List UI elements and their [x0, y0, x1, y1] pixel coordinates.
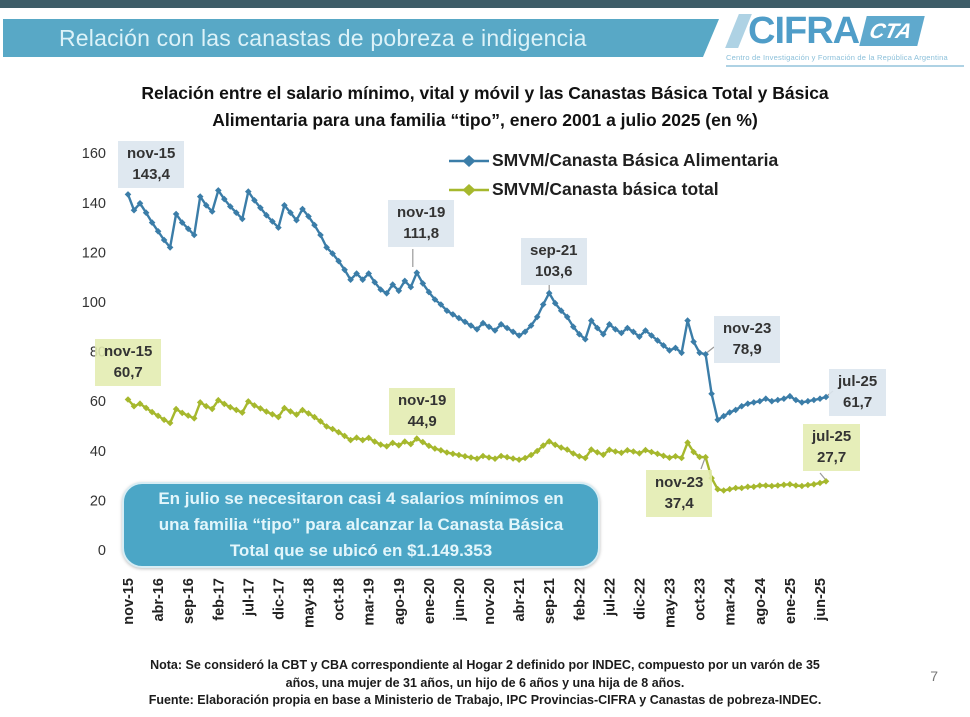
svg-text:dic-17: dic-17 [271, 578, 287, 620]
svg-text:sep-16: sep-16 [181, 578, 197, 624]
svg-text:mar-19: mar-19 [362, 578, 378, 626]
svg-text:ago-24: ago-24 [753, 578, 769, 625]
svg-text:jun-25: jun-25 [813, 578, 829, 622]
svg-text:feb-17: feb-17 [211, 578, 227, 621]
svg-text:120: 120 [82, 245, 106, 261]
annotation-cbt-nov19: nov-19 44,9 [389, 388, 456, 436]
top-border-strip [0, 0, 970, 8]
svg-text:ene-25: ene-25 [783, 578, 799, 624]
logo-caption: Centro de Investigación y Formación de l… [726, 53, 964, 67]
svg-text:sep-21: sep-21 [542, 578, 558, 624]
svg-text:jul-22: jul-22 [602, 578, 618, 617]
annotation-cba-jul25: jul-25 61,7 [829, 369, 887, 417]
annotation-cbt-jul25: jul-25 27,7 [803, 424, 861, 472]
svg-text:40: 40 [90, 444, 106, 460]
svg-text:100: 100 [82, 295, 106, 311]
section-banner-title: Relación con las canastas de pobreza e i… [59, 24, 587, 51]
legend-label-cbt: SMVM/Canasta básica total [492, 179, 719, 199]
chart-title-line1: Relación entre el salario mínimo, vital … [141, 83, 829, 103]
annotation-cba-nov19: nov-19 111,8 [388, 200, 455, 248]
svg-text:ago-19: ago-19 [392, 578, 408, 625]
annotation-cba-nov15: nov-15 143,4 [118, 141, 185, 189]
legend-line-diamond-icon [449, 154, 489, 167]
svg-text:20: 20 [90, 493, 106, 509]
svg-text:may-18: may-18 [302, 578, 318, 628]
svg-text:60: 60 [90, 394, 106, 410]
svg-text:abr-21: abr-21 [512, 578, 528, 622]
svg-text:140: 140 [82, 196, 106, 212]
legend-label-cba: SMVM/Canasta Básica Alimentaria [492, 150, 779, 170]
svg-text:jul-17: jul-17 [241, 578, 257, 617]
svg-text:nov-15: nov-15 [121, 578, 137, 625]
svg-text:may-23: may-23 [663, 578, 679, 628]
note-text: Nota: Se consideró la CBT y CBA correspo… [150, 658, 820, 691]
callout-box: En julio se necesitaron casi 4 salarios … [122, 482, 600, 568]
svg-text:dic-22: dic-22 [632, 578, 648, 620]
section-banner: Relación con las canastas de pobreza e i… [3, 19, 719, 57]
svg-text:ene-20: ene-20 [422, 578, 438, 624]
cifra-logo: CIFRA CTA Centro de Investigación y Form… [725, 10, 964, 67]
source-text: Fuente: Elaboración propia en base a Min… [148, 693, 822, 708]
legend-item-cbt: SMVM/Canasta básica total [448, 175, 778, 204]
annotation-cbt-nov15: nov-15 60,7 [95, 339, 162, 387]
svg-text:mar-24: mar-24 [723, 578, 739, 626]
chart-title: Relación entre el salario mínimo, vital … [0, 80, 970, 134]
svg-text:abr-16: abr-16 [151, 578, 167, 622]
svg-text:jun-20: jun-20 [452, 578, 468, 622]
annotation-cba-sep21: sep-21 103,6 [521, 238, 587, 286]
svg-text:oct-23: oct-23 [693, 578, 709, 621]
chart-title-line2: Alimentaria para una familia “tipo”, ene… [212, 110, 758, 131]
svg-text:160: 160 [82, 146, 106, 162]
annotation-cba-nov23: nov-23 78,9 [714, 316, 781, 364]
svg-text:nov-20: nov-20 [482, 578, 498, 625]
svg-text:feb-22: feb-22 [572, 578, 588, 621]
annotation-cbt-nov23: nov-23 37,4 [646, 470, 713, 518]
callout-text: En julio se necesitaron casi 4 salarios … [158, 489, 564, 560]
legend-item-cba: SMVM/Canasta Básica Alimentaria [448, 146, 778, 175]
cifra-logo-row: CIFRA CTA [725, 10, 964, 52]
svg-text:0: 0 [98, 543, 106, 559]
chart-legend: SMVM/Canasta Básica Alimentaria SMVM/Can… [448, 146, 778, 204]
svg-text:oct-18: oct-18 [332, 578, 348, 621]
legend-line-diamond-icon [449, 183, 489, 196]
page-number: 7 [930, 668, 938, 684]
footer-notes: Nota: Se consideró la CBT y CBA correspo… [0, 656, 970, 707]
logo-wordmark: CIFRA [748, 10, 860, 52]
